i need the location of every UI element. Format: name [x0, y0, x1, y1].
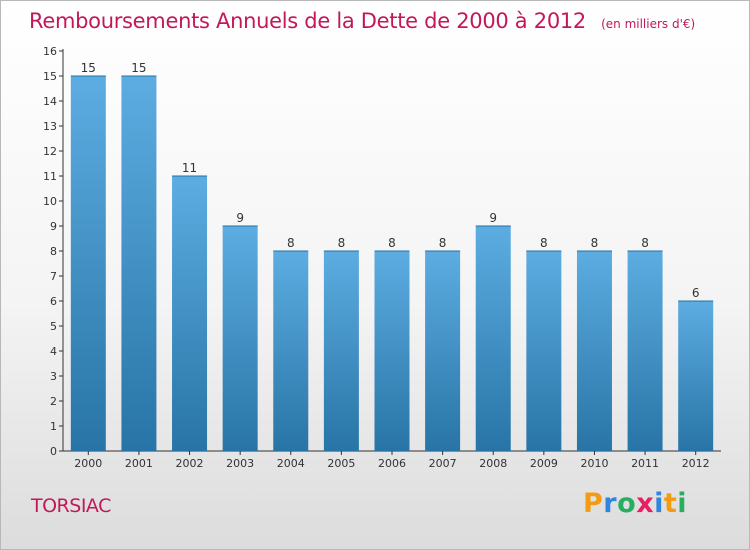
town-name: TORSIAC	[31, 495, 111, 517]
data-label: 11	[182, 161, 197, 175]
data-label: 8	[287, 236, 295, 250]
plot-area: 0123456789101112131415161520001520011120…	[43, 45, 721, 470]
x-tick-label: 2003	[226, 457, 254, 470]
chart-unit: (en milliers d'€)	[601, 17, 696, 31]
bar	[273, 251, 309, 451]
bar	[576, 251, 612, 451]
logo-letter: o	[617, 488, 637, 519]
x-tick-label: 2007	[429, 457, 457, 470]
x-tick-label: 2004	[277, 457, 305, 470]
x-tick-label: 2000	[74, 457, 102, 470]
x-tick-label: 2008	[479, 457, 507, 470]
bar	[121, 76, 157, 451]
data-label: 8	[641, 236, 649, 250]
logo-letter: P	[583, 488, 604, 519]
data-label: 8	[591, 236, 599, 250]
bar	[425, 251, 461, 451]
y-tick-label: 4	[50, 345, 57, 358]
bar	[526, 251, 562, 451]
bar	[323, 251, 359, 451]
y-tick-label: 11	[43, 170, 57, 183]
x-tick-label: 2009	[530, 457, 558, 470]
x-tick-label: 2001	[125, 457, 153, 470]
y-tick-label: 0	[50, 445, 57, 458]
y-tick-label: 13	[43, 120, 57, 133]
y-tick-label: 6	[50, 295, 57, 308]
x-tick-label: 2011	[631, 457, 659, 470]
y-tick-label: 10	[43, 195, 57, 208]
y-tick-label: 12	[43, 145, 57, 158]
bar	[678, 301, 714, 451]
x-tick-label: 2010	[580, 457, 608, 470]
x-tick-label: 2005	[327, 457, 355, 470]
data-label: 15	[81, 61, 96, 75]
chart-title: Remboursements Annuels de la Dette de 20…	[29, 9, 586, 33]
x-tick-label: 2006	[378, 457, 406, 470]
y-tick-label: 16	[43, 45, 57, 58]
data-label: 8	[388, 236, 396, 250]
logo-letter: t	[663, 488, 678, 519]
proxiti-logo: Proxiti	[583, 488, 687, 519]
logo-letter: r	[603, 488, 618, 519]
logo-letter: x	[636, 488, 655, 519]
y-tick-label: 15	[43, 70, 57, 83]
y-tick-label: 5	[50, 320, 57, 333]
bar	[627, 251, 663, 451]
y-tick-label: 1	[50, 420, 57, 433]
title-row: Remboursements Annuels de la Dette de 20…	[29, 9, 695, 33]
data-label: 9	[236, 211, 244, 225]
data-label: 6	[692, 286, 700, 300]
logo-letter: i	[654, 488, 664, 519]
logo-letter: i	[677, 488, 688, 519]
y-tick-label: 2	[50, 395, 57, 408]
data-label: 15	[131, 61, 146, 75]
y-tick-label: 14	[43, 95, 57, 108]
y-tick-label: 3	[50, 370, 57, 383]
data-label: 9	[489, 211, 497, 225]
bar	[70, 76, 106, 451]
y-tick-label: 7	[50, 270, 57, 283]
y-tick-label: 8	[50, 245, 57, 258]
data-label: 8	[439, 236, 447, 250]
x-tick-label: 2002	[176, 457, 204, 470]
bar	[374, 251, 410, 451]
data-label: 8	[338, 236, 346, 250]
data-label: 8	[540, 236, 548, 250]
y-tick-label: 9	[50, 220, 57, 233]
x-tick-label: 2012	[682, 457, 710, 470]
bar	[172, 176, 208, 451]
bar	[222, 226, 258, 451]
bar	[475, 226, 511, 451]
